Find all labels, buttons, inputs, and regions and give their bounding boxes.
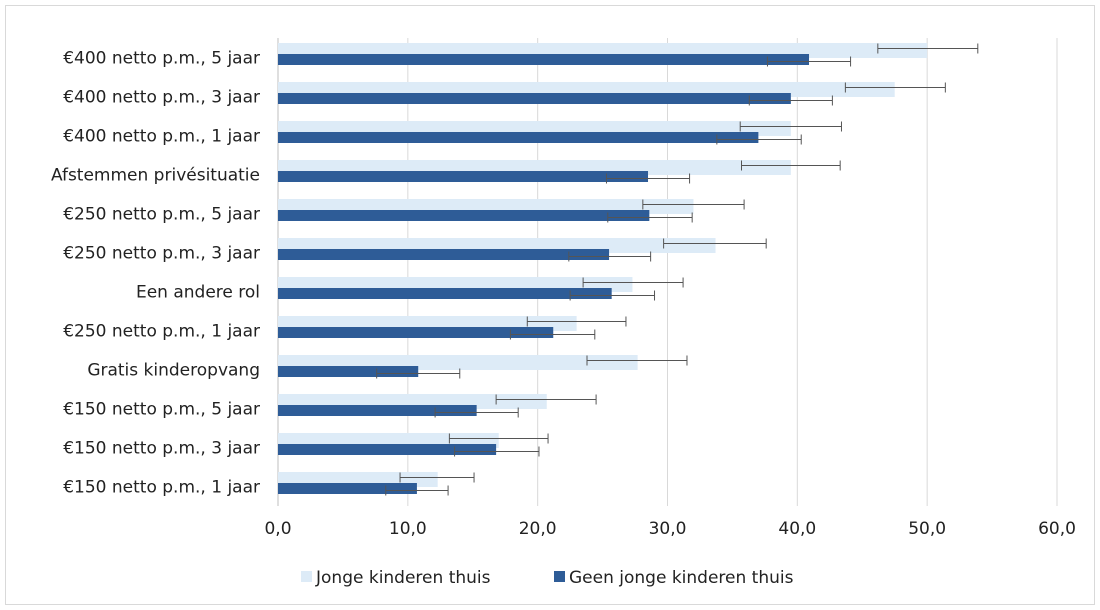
category-label: €250 netto p.m., 1 jaar	[63, 322, 260, 342]
category-label: Een andere rol	[136, 283, 260, 303]
x-tick-label: 40,0	[778, 519, 816, 539]
x-tick-label: 20,0	[519, 519, 557, 539]
bar-geen-jonge-kinderen	[278, 171, 649, 182]
x-tick-label: 30,0	[649, 519, 687, 539]
category-label: €250 netto p.m., 5 jaar	[63, 205, 260, 225]
x-tick-labels: 0,0 10,0 20,0 30,0 40,0 50,0 60,0	[264, 519, 1075, 539]
legend-label-jonge-kinderen: Jonge kinderen thuis	[315, 568, 491, 588]
legend-swatch-geen-jonge-kinderen	[554, 571, 565, 582]
category-label: €150 netto p.m., 1 jaar	[63, 478, 260, 498]
category-label: €150 netto p.m., 3 jaar	[63, 439, 260, 459]
bar-geen-jonge-kinderen	[278, 327, 554, 338]
category-label: Afstemmen privésituatie	[51, 166, 260, 186]
bar-geen-jonge-kinderen	[278, 444, 497, 455]
category-label: Gratis kinderopvang	[87, 361, 260, 381]
legend-swatch-jonge-kinderen	[301, 571, 312, 582]
legend: Jonge kinderen thuis Geen jonge kinderen …	[301, 568, 794, 588]
x-tick-label: 0,0	[264, 519, 291, 539]
category-label: €400 netto p.m., 1 jaar	[63, 127, 260, 147]
bar-geen-jonge-kinderen	[278, 249, 610, 260]
chart-frame	[5, 5, 1095, 605]
bars	[278, 43, 928, 494]
bar-geen-jonge-kinderen	[278, 405, 477, 416]
bar-geen-jonge-kinderen	[278, 132, 759, 143]
error-bars	[376, 43, 979, 496]
bar-geen-jonge-kinderen	[278, 366, 419, 377]
bar-geen-jonge-kinderen	[278, 54, 810, 65]
category-label: €150 netto p.m., 5 jaar	[63, 400, 260, 420]
category-label: €250 netto p.m., 3 jaar	[63, 244, 260, 264]
bar-geen-jonge-kinderen	[278, 210, 650, 221]
category-label: €400 netto p.m., 5 jaar	[63, 49, 260, 69]
gridlines	[277, 38, 1058, 506]
x-tick-label: 60,0	[1038, 519, 1076, 539]
bar-geen-jonge-kinderen	[278, 93, 791, 104]
x-tick-label: 10,0	[389, 519, 427, 539]
bar-geen-jonge-kinderen	[278, 288, 612, 299]
bar-geen-jonge-kinderen	[278, 483, 417, 494]
legend-label-geen-jonge-kinderen: Geen jonge kinderen thuis	[569, 568, 794, 588]
x-tick-label: 50,0	[908, 519, 946, 539]
category-labels: €400 netto p.m., 5 jaar €400 netto p.m., …	[51, 49, 260, 498]
category-label: €400 netto p.m., 3 jaar	[63, 88, 260, 108]
